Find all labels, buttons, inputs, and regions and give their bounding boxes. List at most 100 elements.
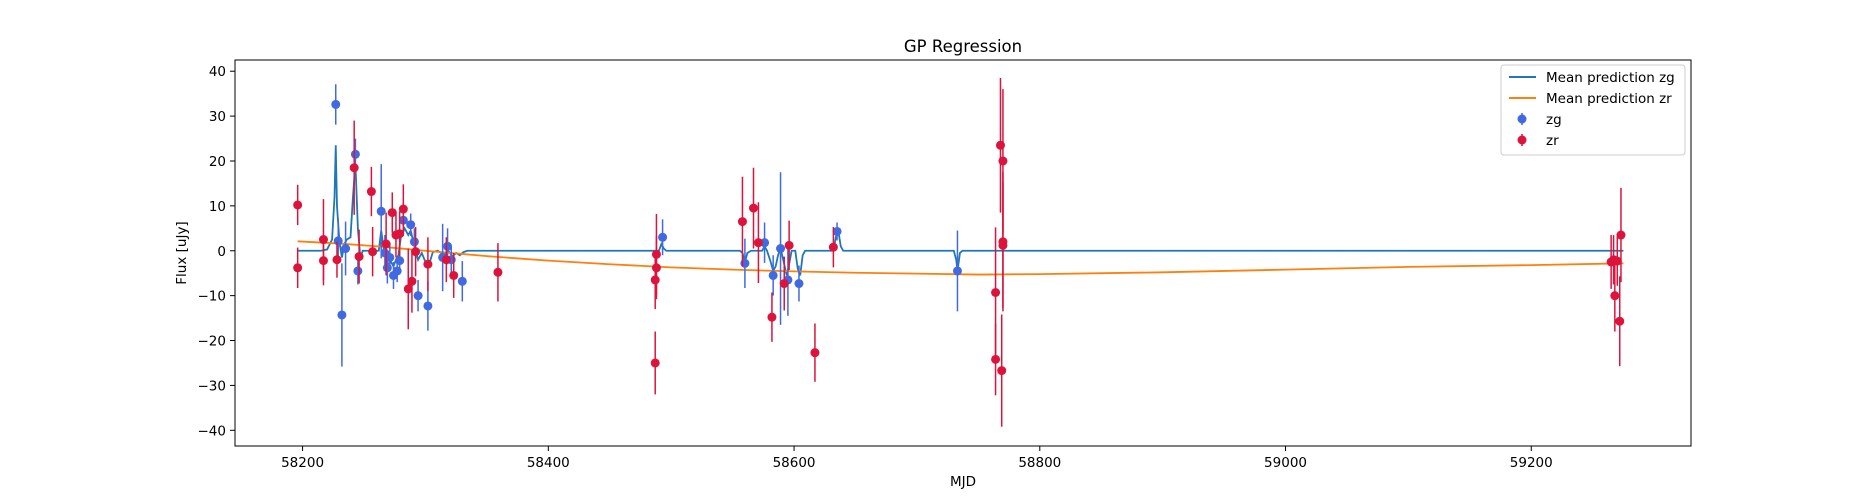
marker-zr — [997, 366, 1007, 376]
plot-area — [234, 59, 1692, 447]
data-point-zg — [353, 257, 363, 285]
data-point-zr — [332, 241, 342, 278]
data-point-zg — [337, 263, 347, 367]
data-point-zg — [376, 164, 386, 259]
data-point-zg — [385, 244, 395, 271]
marker-zr — [651, 249, 661, 259]
marker-zr — [293, 200, 303, 210]
y-tick-label: 40 — [209, 64, 226, 80]
data-point-zr — [318, 235, 328, 286]
x-tick-label: 59200 — [1510, 455, 1553, 471]
marker-zr — [650, 358, 660, 368]
data-point-zr — [767, 292, 777, 342]
data-point-zr — [366, 166, 376, 217]
data-point-zg — [457, 261, 467, 302]
legend-marker-swatch — [1517, 114, 1527, 124]
legend-entry: zr — [1517, 133, 1559, 149]
marker-zr — [1616, 230, 1626, 240]
legend-entry: Mean prediction zg — [1509, 70, 1675, 86]
marker-zr — [493, 267, 503, 277]
x-tick-label: 58400 — [527, 455, 570, 471]
marker-zr — [737, 217, 747, 227]
data-point-zr — [650, 331, 660, 395]
data-point-zr — [828, 226, 838, 268]
marker-zr — [779, 279, 789, 289]
marker-zr — [810, 348, 820, 358]
marker-zg — [776, 244, 786, 254]
legend-box — [1500, 64, 1686, 156]
data-point-zr — [651, 213, 661, 295]
marker-zg — [376, 206, 386, 216]
plot-frame — [234, 59, 1692, 447]
marker-zr — [354, 252, 364, 262]
marker-zr — [441, 255, 451, 265]
data-point-zg — [794, 265, 804, 302]
data-point-zg — [776, 172, 786, 325]
data-point-zr — [293, 247, 303, 289]
y-tick-label: 30 — [209, 109, 226, 125]
marker-zr — [828, 242, 838, 252]
data-point-zr — [810, 323, 820, 382]
marker-zr — [650, 275, 660, 285]
legend-label: Mean prediction zg — [1546, 70, 1675, 86]
marker-zg — [337, 310, 347, 320]
marker-zg — [658, 232, 668, 242]
data-point-zg — [658, 219, 668, 256]
data-point-zr — [411, 226, 421, 277]
chart-title: GP Regression — [904, 37, 1022, 56]
marker-zr — [387, 208, 397, 218]
y-tick-label: 20 — [209, 154, 226, 170]
marker-zr — [403, 284, 413, 294]
x-axis-label: MJD — [950, 474, 976, 490]
data-point-zg — [952, 230, 962, 312]
legend: Mean prediction zg Mean prediction zr zg zr — [1500, 64, 1686, 156]
marker-zr — [1610, 291, 1620, 301]
x-tick-label: 58200 — [281, 455, 324, 471]
data-point-zr — [354, 229, 364, 284]
data-point-zr — [779, 256, 789, 311]
data-point-zr — [1610, 259, 1620, 332]
marker-zr — [407, 276, 417, 286]
marker-zg — [768, 270, 778, 280]
data-point-zr — [1615, 276, 1625, 367]
data-point-zr — [407, 249, 417, 313]
marker-zr — [423, 259, 433, 269]
prediction-line-zr — [297, 240, 1624, 276]
legend-label: zg — [1546, 112, 1562, 128]
marker-zr — [753, 238, 763, 248]
data-point-zr — [1616, 187, 1626, 283]
marker-zg — [423, 301, 433, 311]
legend-entry: zg — [1517, 112, 1562, 128]
marker-zr — [293, 263, 303, 273]
marker-zg — [353, 266, 363, 276]
data-point-zg — [768, 255, 778, 296]
legend-label: zr — [1546, 133, 1559, 149]
y-axis-label: Flux [uJy] — [174, 221, 190, 284]
marker-zr — [318, 256, 328, 266]
y-tick-label: −30 — [198, 378, 227, 394]
marker-zg — [350, 149, 360, 159]
legend-marker-swatch — [1517, 135, 1527, 145]
marker-zg — [331, 99, 341, 109]
data-point-zr — [293, 184, 303, 226]
marker-zg — [333, 236, 343, 246]
data-point-zr — [441, 237, 451, 283]
data-point-zr — [737, 176, 747, 267]
data-point-zr — [398, 184, 408, 234]
data-point-zr — [650, 250, 660, 310]
data-point-zg — [413, 279, 423, 312]
data-point-zg — [331, 84, 341, 125]
data-point-zr — [749, 167, 759, 249]
marker-zg — [395, 256, 405, 266]
data-point-zg — [406, 213, 416, 236]
marker-zr — [998, 240, 1008, 250]
x-tick-label: 58600 — [773, 455, 816, 471]
data-point-zr — [1612, 236, 1622, 286]
marker-zr — [411, 247, 421, 257]
marker-zg — [406, 220, 416, 230]
data-point-zr — [387, 192, 397, 233]
marker-zg — [341, 244, 351, 254]
marker-zr — [366, 187, 376, 197]
marker-zg — [409, 237, 419, 247]
